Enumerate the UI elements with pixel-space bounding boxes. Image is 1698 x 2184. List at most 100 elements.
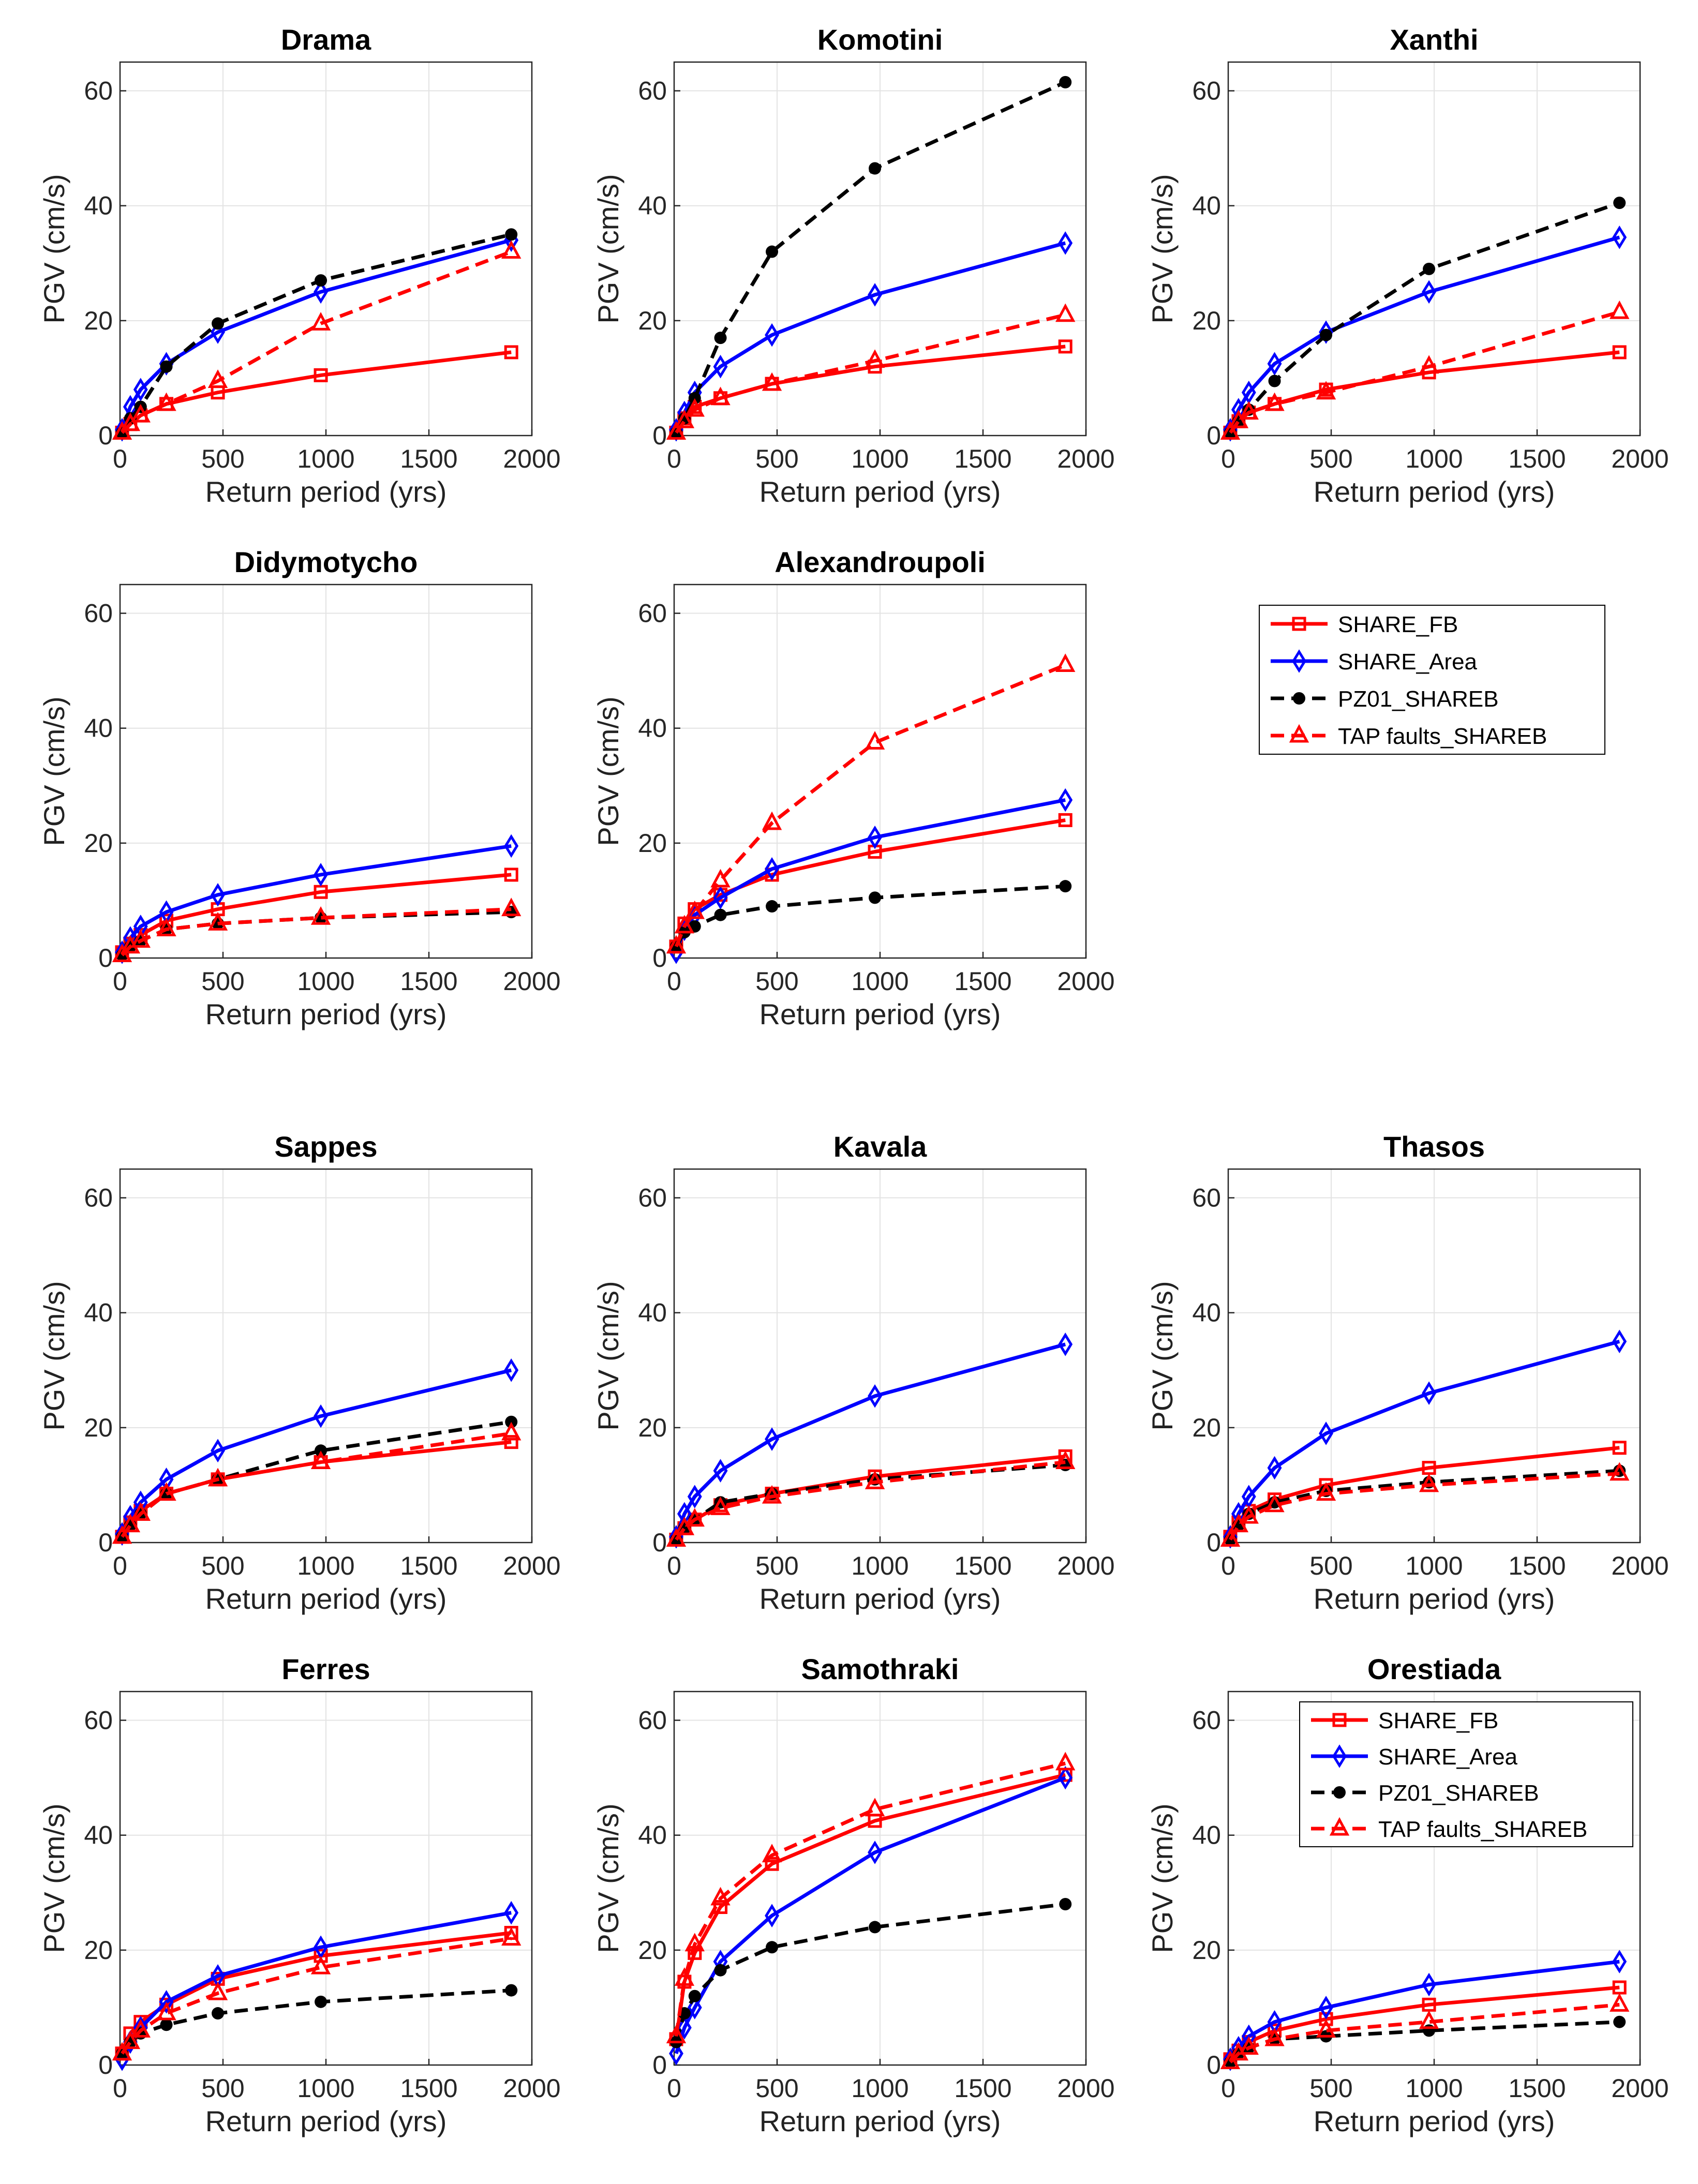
marker-share-area-2 bbox=[687, 1485, 702, 1508]
legend-label-share-fb: SHARE_FB bbox=[1378, 1708, 1498, 1733]
marker-share-fb-6 bbox=[504, 345, 518, 360]
marker-tap-faults-shareb-5 bbox=[310, 312, 331, 331]
marker-share-area-6 bbox=[1612, 1950, 1627, 1973]
marker-pz01-shareb-5 bbox=[315, 274, 327, 287]
line-tap-faults-shareb bbox=[674, 1761, 1066, 2037]
y-axis-label: PGV (cm/s) bbox=[1146, 1803, 1179, 1953]
marker-share-fb-5 bbox=[1422, 1997, 1436, 2012]
chart-title: Samothraki bbox=[801, 1653, 959, 1685]
x-tick-label: 1000 bbox=[297, 2074, 354, 2103]
x-tick-label: 0 bbox=[1221, 444, 1235, 473]
x-axis-label: Return period (yrs) bbox=[205, 475, 447, 508]
line-tap-faults-shareb bbox=[1229, 2002, 1620, 2063]
y-tick-label: 20 bbox=[638, 306, 667, 335]
legend-label-tap-faults-shareb: TAP faults_SHAREB bbox=[1378, 1817, 1587, 1842]
marker-pz01-shareb-4 bbox=[1320, 328, 1333, 341]
chart-title: Thasos bbox=[1383, 1130, 1485, 1163]
marker-legend-pz01-shareb-0 bbox=[1333, 1786, 1346, 1799]
marker-tap-faults-shareb-4 bbox=[207, 1468, 228, 1487]
y-axis-label: PGV (cm/s) bbox=[592, 1281, 624, 1430]
x-tick-label: 2000 bbox=[1611, 1551, 1669, 1580]
x-tick-label: 500 bbox=[201, 1551, 244, 1580]
chart-title: Alexandroupoli bbox=[774, 546, 986, 578]
x-axis-label: Return period (yrs) bbox=[1314, 1582, 1555, 1615]
chart-xanthi: 0 500 1000 1500 2000 0 20 40 60 Xanthi Return peri… bbox=[1146, 23, 1669, 508]
marker-pz01-shareb-5 bbox=[1423, 2024, 1436, 2037]
x-tick-label: 2000 bbox=[1057, 2074, 1114, 2103]
x-tick-label: 0 bbox=[113, 444, 127, 473]
x-tick-label: 1500 bbox=[400, 967, 457, 996]
marker-tap-faults-shareb-0 bbox=[112, 1525, 132, 1544]
x-tick-label: 0 bbox=[113, 2074, 127, 2103]
y-tick-label: 0 bbox=[98, 421, 113, 450]
marker-tap-faults-shareb-2 bbox=[684, 1508, 705, 1527]
marker-tap-faults-shareb-0 bbox=[112, 421, 132, 440]
marker-pz01-shareb-4 bbox=[766, 900, 779, 913]
marker-pz01-shareb-3 bbox=[714, 332, 727, 345]
x-tick-label: 2000 bbox=[503, 967, 560, 996]
y-tick-label: 60 bbox=[638, 1706, 667, 1735]
x-tick-label: 0 bbox=[1221, 1551, 1235, 1580]
x-tick-label: 0 bbox=[667, 967, 681, 996]
marker-share-fb-4 bbox=[1319, 2012, 1333, 2026]
marker-share-area-5 bbox=[1422, 1381, 1436, 1405]
marker-legend-share-area-0 bbox=[1292, 649, 1306, 673]
y-tick-label: 60 bbox=[1192, 1184, 1221, 1213]
y-tick-label: 40 bbox=[638, 714, 667, 743]
marker-share-area-3 bbox=[159, 352, 174, 376]
marker-tap-faults-shareb-0 bbox=[666, 2025, 687, 2043]
x-axis-label: Return period (yrs) bbox=[205, 998, 447, 1030]
marker-tap-faults-shareb-5 bbox=[865, 1471, 885, 1489]
marker-share-area-6 bbox=[1058, 788, 1073, 812]
marker-tap-faults-shareb-3 bbox=[156, 918, 176, 936]
marker-pz01-shareb-4 bbox=[212, 2007, 225, 2020]
marker-share-area-6 bbox=[504, 834, 519, 858]
marker-share-fb-6 bbox=[1612, 345, 1627, 360]
marker-share-fb-5 bbox=[314, 368, 328, 382]
marker-tap-faults-shareb-6 bbox=[501, 1927, 522, 1946]
series-share-area bbox=[669, 1332, 1073, 1549]
marker-tap-faults-shareb-6 bbox=[501, 897, 522, 917]
x-axis-label: Return period (yrs) bbox=[759, 2105, 1001, 2137]
x-tick-label: 1500 bbox=[954, 2074, 1011, 2103]
x-tick-label: 0 bbox=[667, 444, 681, 473]
x-tick-label: 1000 bbox=[851, 444, 908, 473]
marker-tap-faults-shareb-6 bbox=[1055, 303, 1076, 322]
y-tick-label: 20 bbox=[638, 829, 667, 858]
marker-share-area-1 bbox=[677, 2016, 692, 2040]
marker-tap-faults-shareb-3 bbox=[1264, 2027, 1285, 2046]
line-tap-faults-shareb bbox=[1229, 310, 1620, 434]
x-tick-label: 2000 bbox=[503, 444, 560, 473]
y-tick-label: 20 bbox=[84, 306, 113, 335]
x-tick-label: 1000 bbox=[297, 967, 354, 996]
chart-title: Orestiada bbox=[1367, 1653, 1501, 1685]
y-tick-label: 20 bbox=[84, 1936, 113, 1965]
y-tick-label: 40 bbox=[84, 191, 113, 220]
chart-ferres: 0 500 1000 1500 2000 0 20 40 60 Ferres Return peri… bbox=[38, 1653, 561, 2137]
marker-tap-faults-shareb-2 bbox=[684, 900, 705, 919]
series-tap-faults-shareb bbox=[666, 653, 1076, 954]
x-tick-label: 1500 bbox=[954, 967, 1011, 996]
marker-share-fb-6 bbox=[1058, 813, 1073, 827]
series-tap-faults-shareb bbox=[1220, 1993, 1630, 2069]
x-tick-label: 2000 bbox=[1057, 1551, 1114, 1580]
marker-pz01-shareb-6 bbox=[505, 1984, 518, 1997]
x-tick-label: 500 bbox=[755, 967, 798, 996]
x-tick-label: 1000 bbox=[1405, 444, 1463, 473]
line-share-area bbox=[674, 1342, 1066, 1538]
y-axis-label: PGV (cm/s) bbox=[592, 1803, 624, 1953]
marker-tap-faults-shareb-0 bbox=[112, 944, 132, 962]
chart-title: Komotini bbox=[817, 23, 943, 56]
x-tick-label: 500 bbox=[1309, 1551, 1352, 1580]
marker-share-area-5 bbox=[868, 1384, 882, 1408]
y-tick-label: 20 bbox=[638, 1936, 667, 1965]
series-tap-faults-shareb bbox=[112, 240, 522, 440]
x-tick-label: 1500 bbox=[1508, 444, 1566, 473]
y-tick-label: 20 bbox=[1192, 1413, 1221, 1442]
marker-tap-faults-shareb-3 bbox=[710, 1887, 731, 1906]
chart-alexandroupoli: 0 500 1000 1500 2000 0 20 40 60 Alexandroupoli Ret… bbox=[592, 546, 1115, 1030]
x-tick-label: 0 bbox=[1221, 2074, 1235, 2103]
x-tick-label: 2000 bbox=[1611, 2074, 1669, 2103]
x-tick-label: 1500 bbox=[400, 444, 457, 473]
marker-tap-faults-shareb-5 bbox=[1419, 355, 1439, 374]
